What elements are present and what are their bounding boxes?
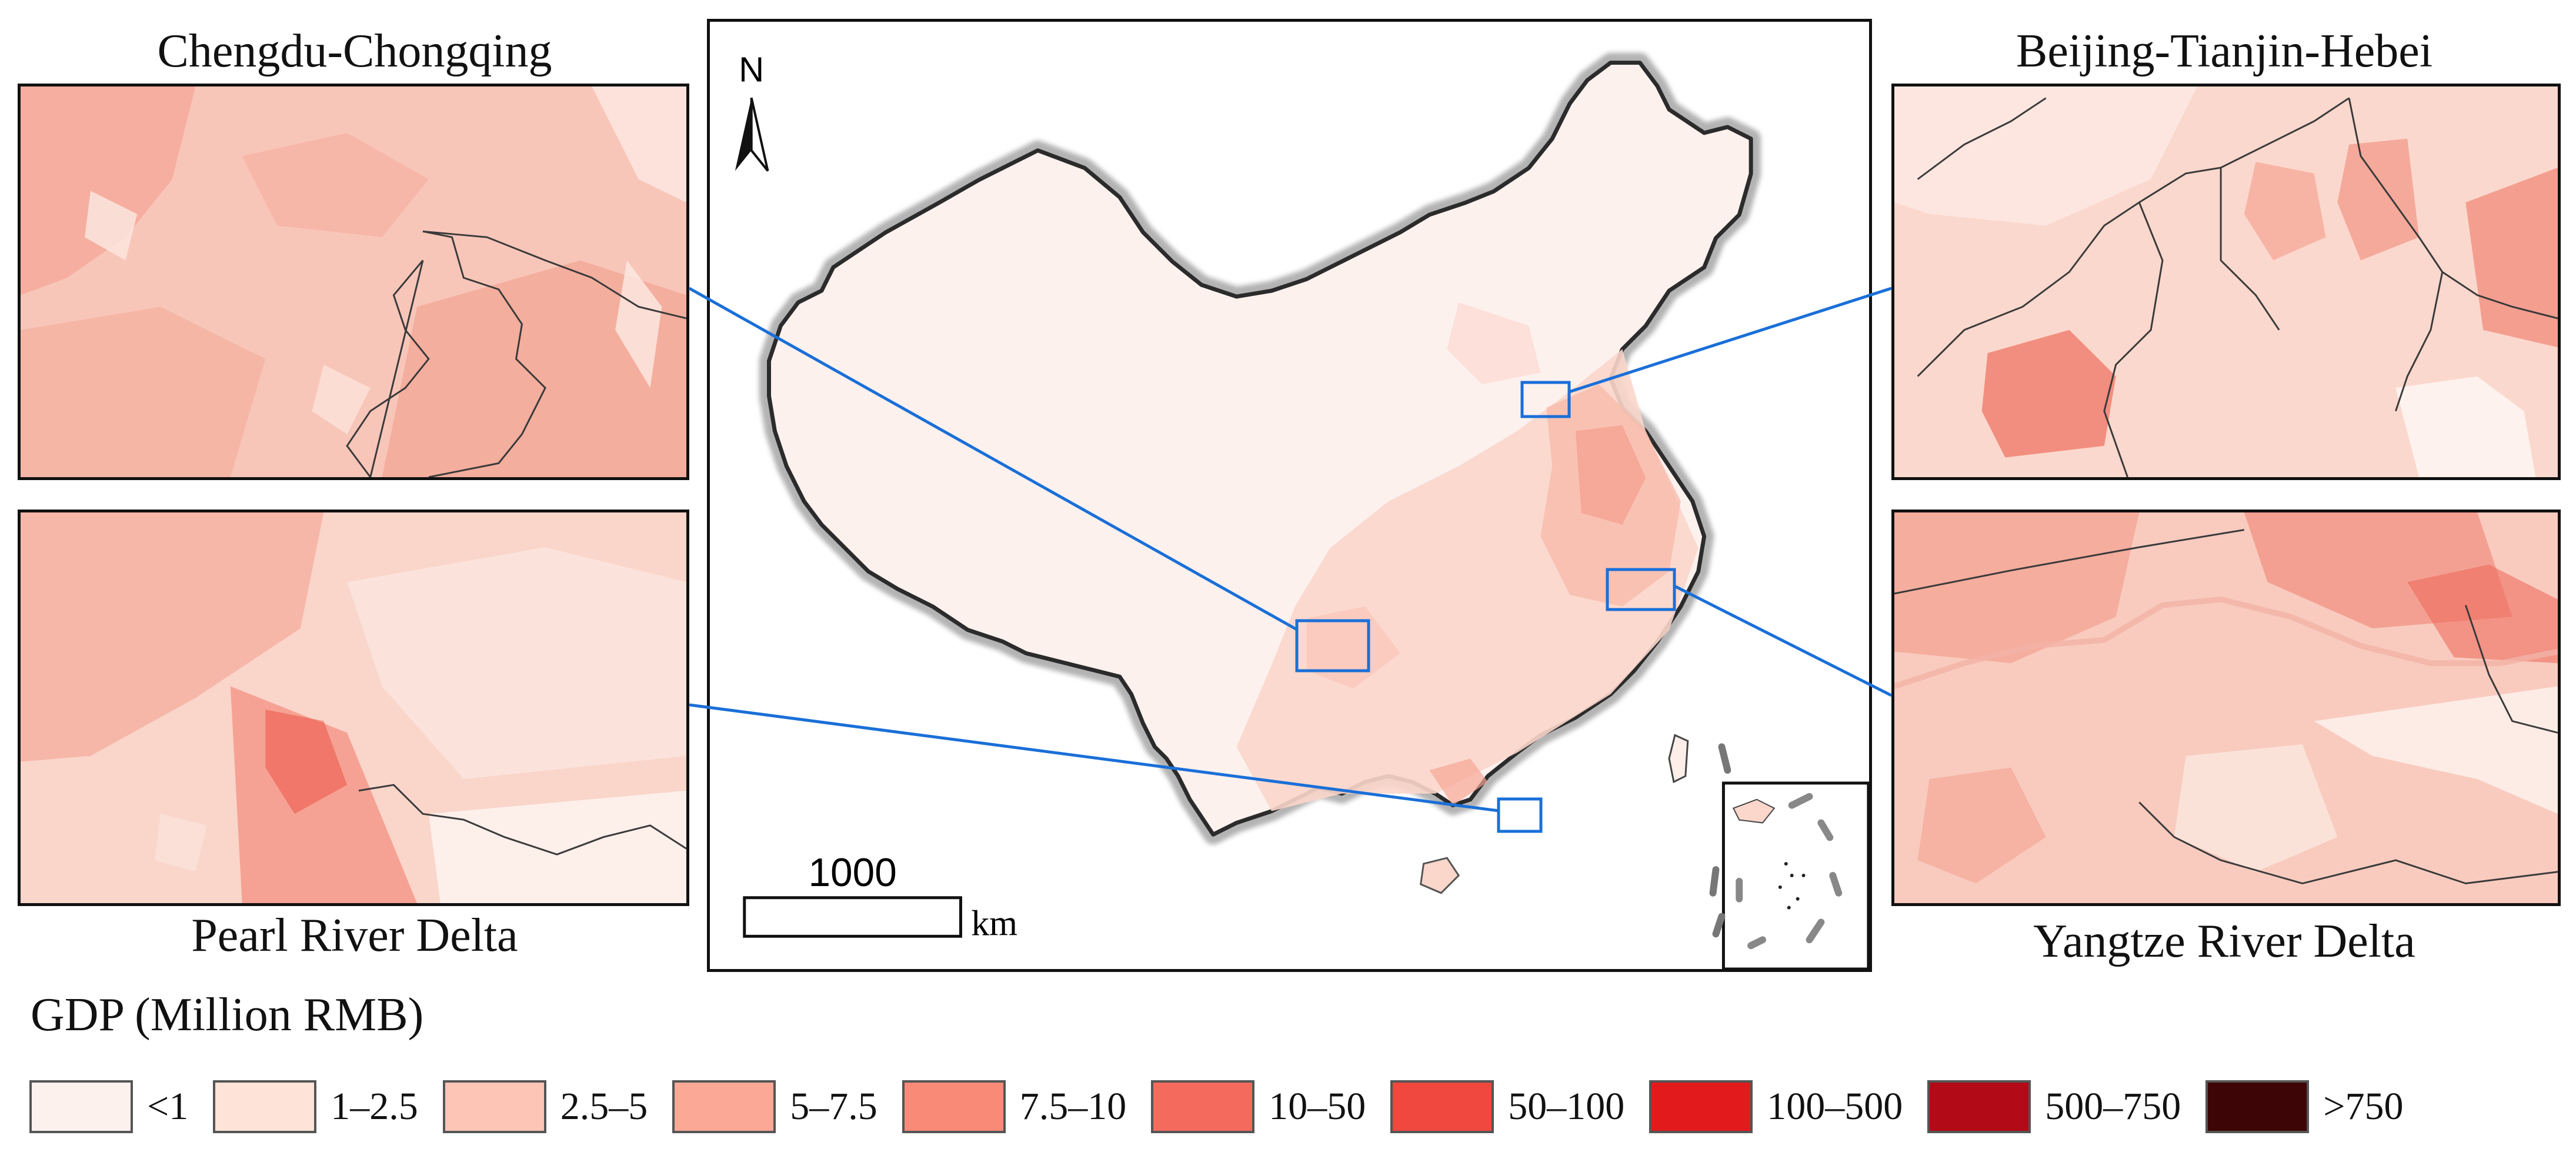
beijing-tianjin-hebei-inset-map	[1891, 84, 2561, 480]
legend-swatch	[1151, 1080, 1255, 1133]
legend-item: 7.5–10	[902, 1080, 1127, 1133]
legend-item: <1	[29, 1080, 188, 1133]
legend-label: 50–100	[1508, 1085, 1625, 1128]
yangtze-river-delta-inset-map	[1891, 510, 2561, 906]
legend-title: GDP (Million RMB)	[31, 989, 424, 1041]
pearl-river-delta-inset-map	[18, 510, 689, 906]
china-main-map: N 1000 km	[707, 19, 1872, 972]
legend-label: 100–500	[1767, 1085, 1903, 1128]
scale-bar	[743, 896, 962, 938]
legend-item: 5–7.5	[672, 1080, 877, 1133]
scale-unit: km	[971, 903, 1017, 943]
south-china-sea-inset	[1721, 781, 1869, 969]
legend-swatch	[2205, 1080, 2310, 1133]
pearl-river-delta-title: Pearl River Delta	[191, 910, 518, 961]
legend-swatch	[442, 1080, 546, 1133]
legend-item: 500–750	[1927, 1080, 2181, 1133]
north-arrow-icon	[735, 97, 769, 172]
legend-label: 7.5–10	[1019, 1085, 1127, 1128]
legend-item: 1–2.5	[213, 1080, 418, 1133]
chengdu-chongqing-title: Chengdu-Chongqing	[157, 25, 552, 77]
yangtze-river-delta-title: Yangtze River Delta	[2033, 915, 2415, 967]
legend-label: >750	[2323, 1085, 2404, 1128]
legend-swatch	[1927, 1080, 2031, 1133]
legend-label: <1	[147, 1085, 189, 1128]
legend: <1 1–2.5 2.5–5 5–7.5 7.5–10 10–50 50–100 100–50…	[29, 1078, 2428, 1135]
legend-label: 500–750	[2045, 1085, 2181, 1128]
legend-swatch	[1390, 1080, 1494, 1133]
legend-item: 100–500	[1649, 1080, 1903, 1133]
legend-item: 2.5–5	[442, 1080, 648, 1133]
scale-value: 1000	[808, 851, 896, 895]
legend-label: 5–7.5	[790, 1085, 877, 1128]
legend-swatch	[902, 1080, 1006, 1133]
legend-swatch	[1649, 1080, 1753, 1133]
north-label: N	[739, 49, 764, 89]
legend-swatch	[29, 1080, 133, 1133]
legend-item: 10–50	[1151, 1080, 1366, 1133]
chengdu-chongqing-inset-map	[18, 84, 689, 480]
legend-item: >750	[2205, 1080, 2403, 1133]
legend-label: 2.5–5	[560, 1085, 648, 1128]
legend-swatch	[672, 1080, 776, 1133]
legend-swatch	[213, 1080, 317, 1133]
beijing-tianjin-hebei-title: Beijing-Tianjin-Hebei	[2016, 25, 2433, 77]
legend-label: 1–2.5	[331, 1085, 418, 1128]
legend-label: 10–50	[1269, 1085, 1366, 1128]
legend-item: 50–100	[1390, 1080, 1624, 1133]
